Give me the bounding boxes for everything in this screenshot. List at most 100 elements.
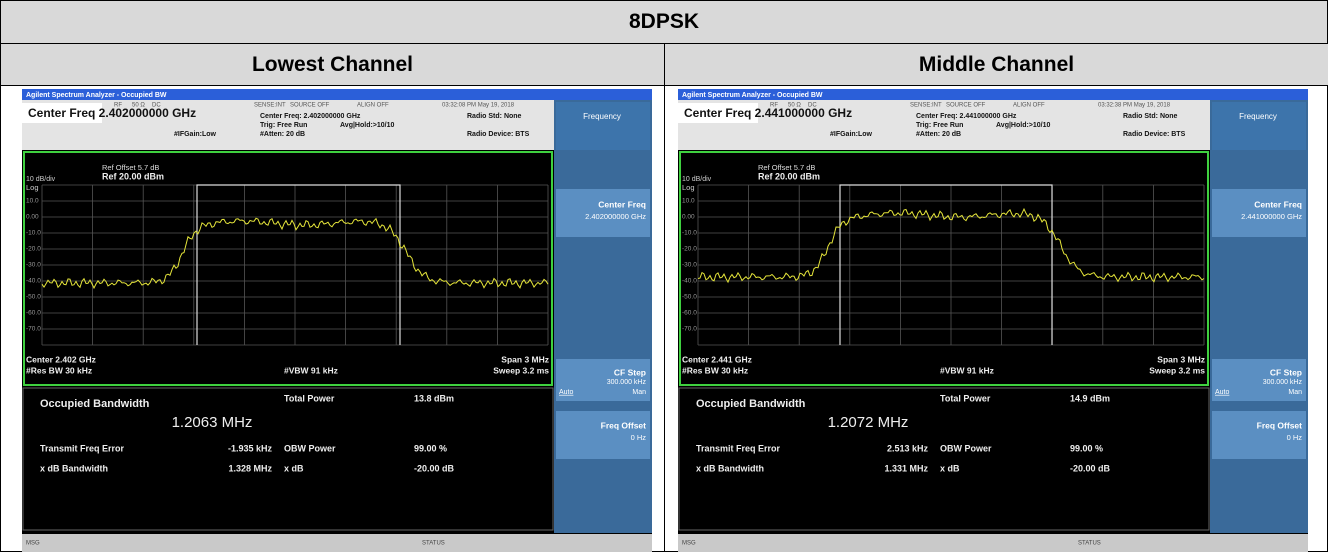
result-value: -20.00 dB	[414, 463, 455, 473]
graph-area	[680, 152, 1208, 385]
status-bar-text: MSG	[26, 541, 40, 547]
sweep: Sweep 3.2 ms	[1149, 365, 1205, 375]
y-tick-label: -20.0	[682, 246, 697, 253]
status-text: 03:32:08 PM May 19, 2018	[442, 103, 515, 109]
setting-text: Radio Device: BTS	[467, 131, 530, 138]
softkey-label[interactable]: Center Freq	[1254, 199, 1302, 209]
softkey-value: 300.000 kHz	[607, 379, 647, 386]
setting-text: Radio Std: None	[1123, 113, 1178, 120]
y-tick-label: -20.0	[26, 246, 41, 253]
setting-text: Radio Device: BTS	[1123, 131, 1186, 138]
status-text: 50 Ω	[132, 103, 145, 109]
result-label: x dB Bandwidth	[40, 463, 108, 473]
center-label: Center 2.402 GHz	[26, 354, 96, 364]
status-text: SOURCE OFF	[290, 103, 330, 109]
result-label: x dB	[940, 463, 960, 473]
result-label: x dB Bandwidth	[696, 463, 764, 473]
y-tick-label: 0.00	[26, 214, 39, 221]
y-tick-label: -40.0	[26, 278, 41, 285]
status-bar	[678, 534, 1308, 552]
softkey-label[interactable]: Freq Offset	[601, 420, 647, 430]
y-tick-label: -10.0	[682, 230, 697, 237]
y-tick-label: -30.0	[682, 262, 697, 269]
status-text: SOURCE OFF	[946, 103, 986, 109]
y-tick-label: -60.0	[26, 310, 41, 317]
res-bw: #Res BW 30 kHz	[682, 365, 748, 375]
column-heading: Lowest Channel	[1, 44, 664, 86]
log-label: Log	[26, 183, 39, 192]
table-title: 8DPSK	[1, 1, 1327, 44]
ref-level: Ref 20.00 dBm	[102, 171, 164, 181]
status-bar	[22, 534, 652, 552]
setting-text: #Atten: 20 dB	[916, 131, 961, 138]
setting-text: #IFGain:Low	[174, 131, 217, 138]
status-text: ALIGN OFF	[357, 103, 389, 109]
scale-label: 10 dB/div	[26, 176, 56, 183]
report-table: 8DPSK Lowest Channel Middle Channel Agil…	[0, 0, 1328, 552]
setting-text: #Atten: 20 dB	[260, 131, 305, 138]
status-bar-text: STATUS	[422, 541, 445, 547]
result-value: 13.8 dBm	[414, 393, 454, 403]
softkey-label[interactable]: Freq Offset	[1257, 420, 1303, 430]
setting-text: Center Freq: 2.441000000 GHz	[916, 113, 1017, 120]
softkey-value: 2.441000000 GHz	[1241, 212, 1302, 221]
softkey-option[interactable]: Auto	[559, 389, 574, 396]
softkey-option[interactable]: Man	[632, 389, 646, 396]
analyzer-screenshot: Agilent Spectrum Analyzer - Occupied BWC…	[678, 89, 1308, 552]
y-tick-label: -50.0	[26, 294, 41, 301]
setting-text: Trig: Free Run	[916, 122, 963, 129]
status-bar-text: STATUS	[1078, 541, 1101, 547]
setting-text: #IFGain:Low	[830, 131, 873, 138]
center-label: Center 2.441 GHz	[682, 354, 752, 364]
softkey-value: 0 Hz	[631, 433, 647, 442]
setting-text: Avg|Hold:>10/10	[340, 122, 395, 129]
center-freq-title: Center Freq 2.402000000 GHz	[28, 106, 196, 120]
softkey-label[interactable]: CF Step	[1270, 367, 1302, 377]
softkey-value: 2.402000000 GHz	[585, 212, 646, 221]
result-value: 1.2072 MHz	[828, 414, 909, 431]
softkey-menu-label: Frequency	[583, 112, 621, 121]
y-tick-label: 0.00	[682, 214, 695, 221]
softkey-menu	[556, 102, 650, 150]
softkey-label[interactable]: Center Freq	[598, 199, 646, 209]
status-text: RF	[114, 103, 122, 109]
y-tick-label: -50.0	[682, 294, 697, 301]
log-label: Log	[682, 183, 695, 192]
window-title: Agilent Spectrum Analyzer - Occupied BW	[26, 92, 167, 99]
softkey-option[interactable]: Man	[1288, 389, 1302, 396]
softkey-option[interactable]: Auto	[1215, 389, 1230, 396]
result-label: Total Power	[284, 393, 335, 403]
scale-label: 10 dB/div	[682, 176, 712, 183]
result-value: 1.331 MHz	[884, 463, 928, 473]
setting-text: Trig: Free Run	[260, 122, 307, 129]
setting-text: Radio Std: None	[467, 113, 522, 120]
result-value: 1.328 MHz	[228, 463, 272, 473]
result-label: Occupied Bandwidth	[40, 398, 150, 410]
y-tick-label: -10.0	[26, 230, 41, 237]
center-freq-title: Center Freq 2.441000000 GHz	[684, 106, 852, 120]
result-value: -20.00 dB	[1070, 463, 1111, 473]
status-text: DC	[152, 103, 161, 109]
vbw: #VBW 91 kHz	[940, 365, 994, 375]
result-label: x dB	[284, 463, 304, 473]
result-label: Transmit Freq Error	[696, 443, 781, 453]
y-tick-label: -60.0	[682, 310, 697, 317]
y-tick-label: 10.0	[26, 198, 39, 205]
y-tick-label: -40.0	[682, 278, 697, 285]
softkey-menu-label: Frequency	[1239, 112, 1277, 121]
status-text: ALIGN OFF	[1013, 103, 1045, 109]
result-value: 2.513 kHz	[887, 443, 929, 453]
result-label: Total Power	[940, 393, 991, 403]
y-tick-label: 10.0	[682, 198, 695, 205]
ref-level: Ref 20.00 dBm	[758, 171, 820, 181]
status-bar-text: MSG	[682, 541, 696, 547]
span: Span 3 MHz	[501, 354, 549, 364]
status-text: SENSE:INT	[254, 103, 286, 109]
result-value: 99.00 %	[1070, 443, 1103, 453]
softkey-label[interactable]: CF Step	[614, 367, 646, 377]
result-label: OBW Power	[284, 443, 336, 453]
res-bw: #Res BW 30 kHz	[26, 365, 92, 375]
status-text: SENSE:INT	[910, 103, 942, 109]
result-value: 99.00 %	[414, 443, 447, 453]
status-text: RF	[770, 103, 778, 109]
